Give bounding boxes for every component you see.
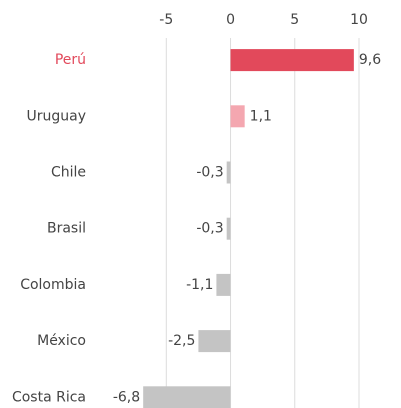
category-label: Uruguay: [27, 108, 87, 124]
value-label: -1,1: [186, 277, 213, 293]
category-label: Colombia: [20, 277, 86, 293]
x-tick-label: -5: [159, 12, 173, 28]
category-label: Perú: [55, 52, 86, 68]
bar: [143, 386, 231, 408]
value-label: -2,5: [168, 333, 195, 349]
bar: [198, 330, 231, 353]
value-label: -6,8: [113, 389, 140, 405]
bar: [230, 105, 245, 128]
value-label: -0,3: [196, 221, 223, 237]
category-label: Chile: [51, 165, 86, 181]
x-tick-label: 5: [290, 12, 299, 28]
value-label: 1,1: [250, 108, 272, 124]
x-tick-label: 10: [350, 12, 368, 28]
value-label: 9,6: [359, 52, 381, 68]
bar: [226, 217, 231, 240]
x-tick-label: 0: [226, 12, 235, 28]
bar: [216, 273, 231, 296]
category-label: Brasil: [47, 221, 86, 237]
bar: [226, 161, 231, 184]
category-label: Costa Rica: [12, 389, 86, 405]
value-label: -0,3: [196, 165, 223, 181]
bar: [230, 49, 354, 72]
category-label: México: [37, 333, 86, 349]
